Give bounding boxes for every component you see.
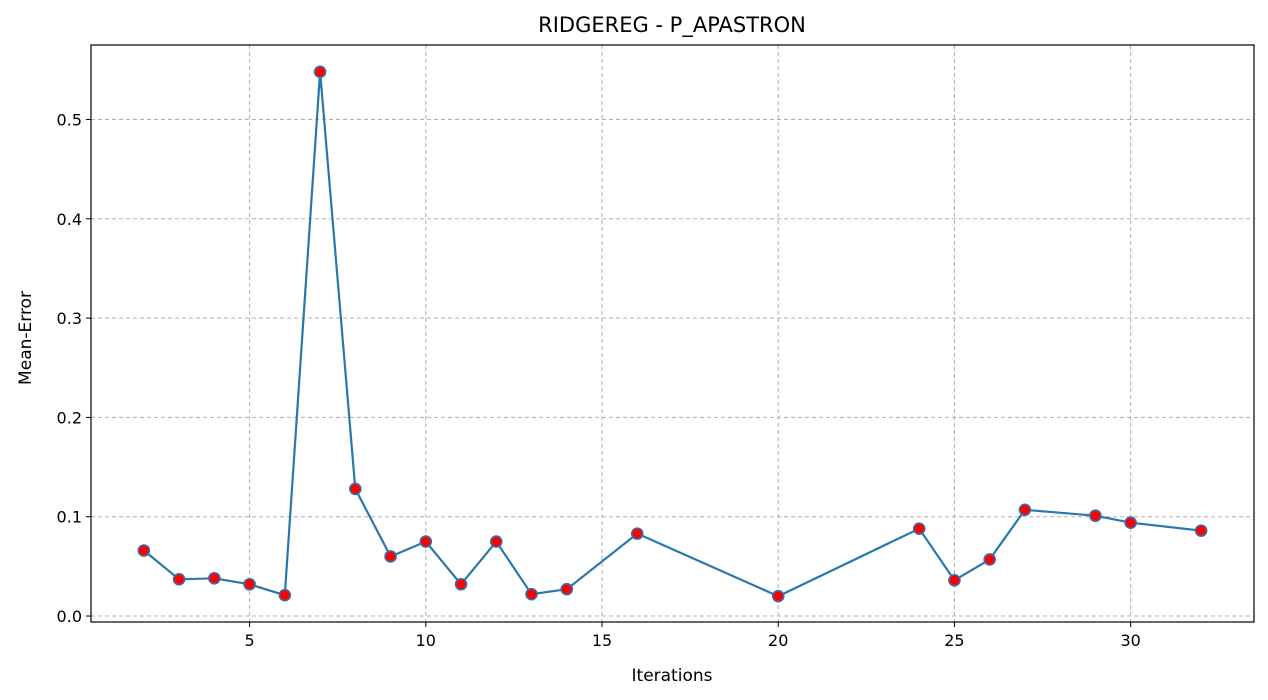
data-point [172, 572, 186, 586]
x-tick-label: 30 [1120, 631, 1140, 650]
x-axis-ticks: 5 10 15 20 25 30 [244, 622, 1141, 650]
data-point [208, 572, 221, 585]
data-point [771, 589, 785, 603]
grid-lines [91, 45, 1254, 622]
data-point [489, 535, 503, 548]
data-point [243, 577, 256, 591]
data-point [1194, 524, 1208, 537]
x-tick-label: 5 [244, 631, 254, 650]
data-point [419, 535, 433, 548]
data-point [1124, 516, 1137, 529]
data-point [349, 482, 362, 496]
series-line [143, 70, 1202, 598]
y-tick-label: 0.5 [57, 110, 82, 129]
x-tick-label: 15 [592, 631, 612, 650]
plot-frame [90, 44, 1255, 623]
x-tick-label: 20 [768, 631, 788, 650]
chart-title: RIDGEREG - P_APASTRON [538, 13, 806, 38]
data-point [560, 582, 574, 596]
data-series [137, 65, 1208, 603]
data-point [983, 553, 996, 566]
data-point [137, 544, 151, 557]
x-axis-label: Iterations [632, 666, 713, 686]
y-tick-label: 0.2 [57, 408, 82, 427]
data-point [948, 573, 961, 587]
y-tick-label: 0.0 [57, 607, 82, 626]
data-point [1018, 503, 1032, 517]
data-point [278, 588, 292, 602]
y-tick-label: 0.3 [57, 309, 82, 328]
data-point [525, 587, 538, 601]
x-tick-label: 10 [416, 631, 436, 650]
data-point [912, 522, 926, 535]
data-point [630, 527, 644, 540]
data-point [313, 65, 327, 79]
y-tick-label: 0.1 [57, 508, 82, 527]
y-tick-label: 0.4 [57, 210, 82, 229]
data-point [384, 550, 397, 563]
x-tick-label: 25 [944, 631, 964, 650]
data-point [454, 577, 468, 591]
y-axis-label: Mean-Error [16, 291, 36, 385]
y-axis-ticks: 0.0 0.1 0.2 0.3 0.4 0.5 [57, 110, 91, 626]
data-point [1089, 509, 1102, 523]
